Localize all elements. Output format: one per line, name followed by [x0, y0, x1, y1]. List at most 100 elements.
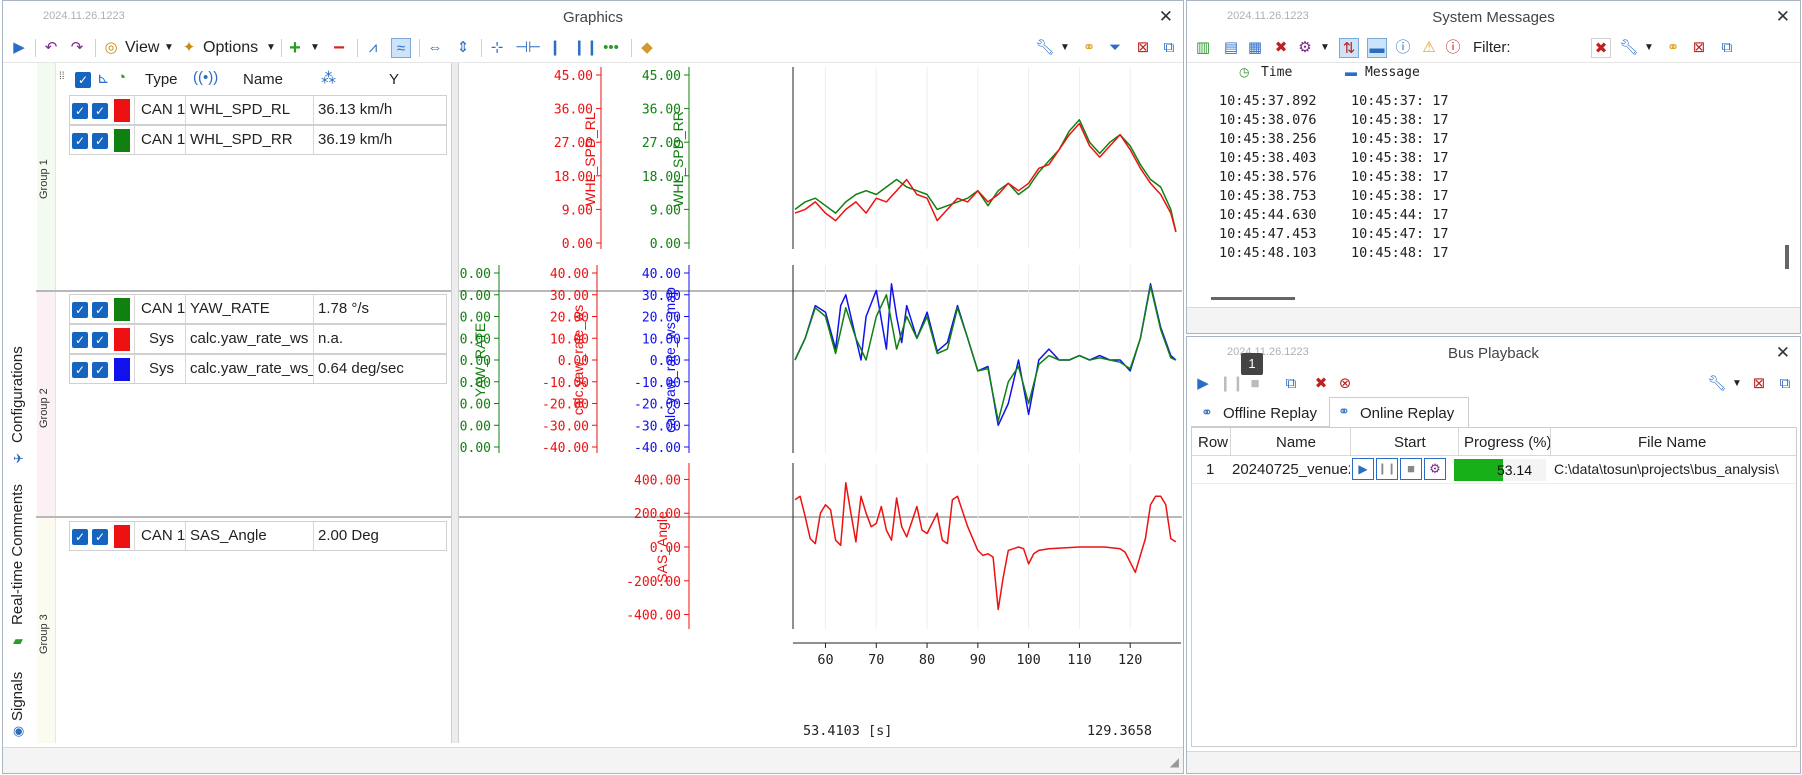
signal-color-swatch[interactable]	[114, 298, 130, 321]
column-type-header[interactable]: Type	[145, 71, 178, 88]
sysmsg-hscroll-thumb[interactable]	[1211, 297, 1295, 300]
series-line-whl-spd-rr[interactable]	[794, 119, 1177, 232]
cursor-double-icon[interactable]: ❙❙	[573, 39, 599, 56]
signal-row[interactable]: ✓ ✓ CAN 1 YAW_RATE 1.78 °/s	[69, 294, 447, 324]
row-column-header[interactable]: Row	[1198, 434, 1229, 451]
copy-all-icon[interactable]: ▦	[1247, 39, 1263, 56]
signal-row[interactable]: ✓ ✓ CAN 1 WHL_SPD_RL 36.13 km/h	[69, 95, 447, 125]
series-line-sas-angle[interactable]	[794, 482, 1177, 611]
stop-icon[interactable]: ■	[1250, 375, 1260, 392]
signal-row[interactable]: ✓ ✓ Sys calc.yaw_rate_ws n.a.	[69, 324, 447, 354]
undock-icon[interactable]: ⧉	[1779, 375, 1791, 392]
graphics-chart-area[interactable]: 45.00 36.00 27.00 18.00 9.00 0.00 WHL_SPD_RL 45…	[459, 63, 1183, 743]
signal-visible-checkbox[interactable]: ✓	[72, 133, 88, 149]
copy-icon[interactable]: ▤	[1223, 39, 1239, 56]
series-line-yaw-rate[interactable]	[794, 285, 1177, 422]
signal-row[interactable]: ✓ ✓ CAN 1 WHL_SPD_RR 36.19 km/h	[69, 125, 447, 155]
cursor-single-icon[interactable]: ❙	[548, 39, 562, 56]
signal-enable-checkbox[interactable]: ✓	[92, 332, 108, 348]
signal-color-swatch[interactable]	[114, 99, 130, 122]
signal-row[interactable]: ✓ ✓ CAN 1 SAS_Angle 2.00 Deg	[69, 521, 447, 551]
signal-enable-checkbox[interactable]: ✓	[92, 103, 108, 119]
cursor-pair-icon[interactable]: ⊣⊢	[515, 39, 542, 56]
filter-icon[interactable]: ⏷	[1108, 39, 1121, 56]
graphics-close-icon[interactable]: ✕	[1158, 7, 1173, 26]
info-icon[interactable]: ⓘ	[1395, 39, 1411, 56]
settings-icon[interactable]: ⚙	[1298, 39, 1312, 56]
clear-icon[interactable]: ✖	[1274, 39, 1288, 56]
tools-dropdown-icon[interactable]: ▼	[1060, 42, 1070, 53]
undock-icon[interactable]: ⧉	[1163, 39, 1175, 56]
warning-icon[interactable]: ⚠	[1422, 39, 1436, 56]
signal-visible-checkbox[interactable]: ✓	[72, 529, 88, 545]
undo-icon[interactable]: ↶	[44, 39, 58, 56]
remove-file-icon[interactable]: ✖	[1314, 375, 1328, 392]
signal-enable-checkbox[interactable]: ✓	[92, 133, 108, 149]
signal-color-swatch[interactable]	[114, 525, 130, 548]
playback-close-icon[interactable]: ✕	[1775, 343, 1790, 362]
signal-visible-checkbox[interactable]: ✓	[72, 362, 88, 378]
options-menu[interactable]: Options	[203, 39, 259, 56]
replay-row[interactable]: 1 20240725_venue2 ▶ ❙❙ ■ ⚙ 53.14 C:\data…	[1192, 456, 1796, 484]
add-file-icon[interactable]: ⧉	[1285, 375, 1297, 392]
column-name-header[interactable]: Name	[243, 71, 284, 88]
tab-offline-replay[interactable]: ⚭ Offline Replay	[1191, 399, 1329, 427]
tab-signals[interactable]: Signals	[9, 671, 26, 721]
signal-color-swatch[interactable]	[114, 129, 130, 152]
file-column-header[interactable]: File Name	[1638, 434, 1707, 451]
add-dropdown-icon[interactable]: ▼	[310, 42, 320, 53]
single-chart-icon[interactable]: ⩘	[368, 39, 378, 56]
error-icon[interactable]: ⓘ	[1445, 39, 1461, 56]
start-pause-button[interactable]: ❙❙	[1376, 458, 1398, 480]
tab-online-replay[interactable]: ⚭ Online Replay	[1329, 397, 1469, 427]
tab-configurations[interactable]: Configurations	[9, 346, 26, 443]
sort-icon[interactable]: ⇅	[1339, 38, 1359, 58]
start-stop-button[interactable]: ■	[1400, 458, 1422, 480]
column-y-header[interactable]: Y	[389, 71, 400, 88]
signal-row[interactable]: ✓ ✓ Sys calc.yaw_rate_ws_m 0.64 deg/sec	[69, 354, 447, 384]
tab-realtime-comments[interactable]: Real-time Comments	[9, 484, 26, 625]
view-icon[interactable]: ◎	[104, 39, 118, 56]
close-all-icon[interactable]: ⊠	[1692, 39, 1706, 56]
view-dropdown-icon[interactable]: ▼	[164, 42, 174, 53]
fit-vertical-icon[interactable]: ⇕	[456, 39, 470, 56]
clear-filter-icon[interactable]: ✖	[1591, 38, 1611, 58]
view-menu[interactable]: View	[125, 39, 160, 56]
settings-dropdown-icon[interactable]: ▼	[1320, 42, 1330, 53]
signal-enable-checkbox[interactable]: ✓	[92, 302, 108, 318]
signal-visible-checkbox[interactable]: ✓	[72, 103, 88, 119]
options-icon[interactable]: ✦	[182, 39, 196, 56]
run-icon[interactable]: ▶	[13, 39, 25, 56]
message-column-header[interactable]: Message	[1365, 65, 1420, 80]
tools-icon[interactable]: 🔧︎	[1619, 39, 1639, 56]
close-all-icon[interactable]: ⊠	[1752, 375, 1766, 392]
progress-column-header[interactable]: Progress (%)	[1464, 434, 1552, 451]
signal-visible-checkbox[interactable]: ✓	[72, 302, 88, 318]
signal-color-swatch[interactable]	[114, 328, 130, 351]
name-column-header[interactable]: Name	[1276, 434, 1317, 451]
fit-horizontal-icon[interactable]: ⇔	[427, 39, 443, 56]
more-cursors-icon[interactable]: •••	[603, 39, 619, 56]
play-icon[interactable]: ▶	[1197, 375, 1209, 392]
separate-charts-icon[interactable]: ≈	[391, 38, 411, 58]
start-settings-button[interactable]: ⚙	[1424, 458, 1446, 480]
resize-grip-icon[interactable]: ◢	[1169, 755, 1179, 769]
signal-color-swatch[interactable]	[114, 358, 130, 381]
series-line-calc-yaw-rate-ws-map[interactable]	[794, 283, 1177, 427]
redo-icon[interactable]: ↷	[70, 39, 84, 56]
cursor-split-icon[interactable]: ⊹	[490, 39, 504, 56]
time-column-header[interactable]: Time	[1261, 65, 1293, 80]
start-play-button[interactable]: ▶	[1352, 458, 1374, 480]
select-all-checkbox[interactable]: ✓	[75, 72, 91, 88]
link-icon[interactable]: ⚭	[1666, 39, 1680, 56]
comment-filter-icon[interactable]: ▬	[1367, 38, 1387, 58]
signal-visible-checkbox[interactable]: ✓	[72, 332, 88, 348]
link-icon[interactable]: ⚭	[1082, 39, 1096, 56]
undock-icon[interactable]: ⧉	[1721, 39, 1733, 56]
eraser-icon[interactable]: ◆	[641, 39, 653, 56]
remove-all-icon[interactable]: ⊗	[1338, 375, 1352, 392]
series-line-whl-spd-rl[interactable]	[794, 122, 1177, 232]
pause-messages-icon[interactable]: ▥	[1195, 39, 1211, 56]
remove-signal-icon[interactable]: −	[333, 37, 345, 59]
signal-enable-checkbox[interactable]: ✓	[92, 362, 108, 378]
